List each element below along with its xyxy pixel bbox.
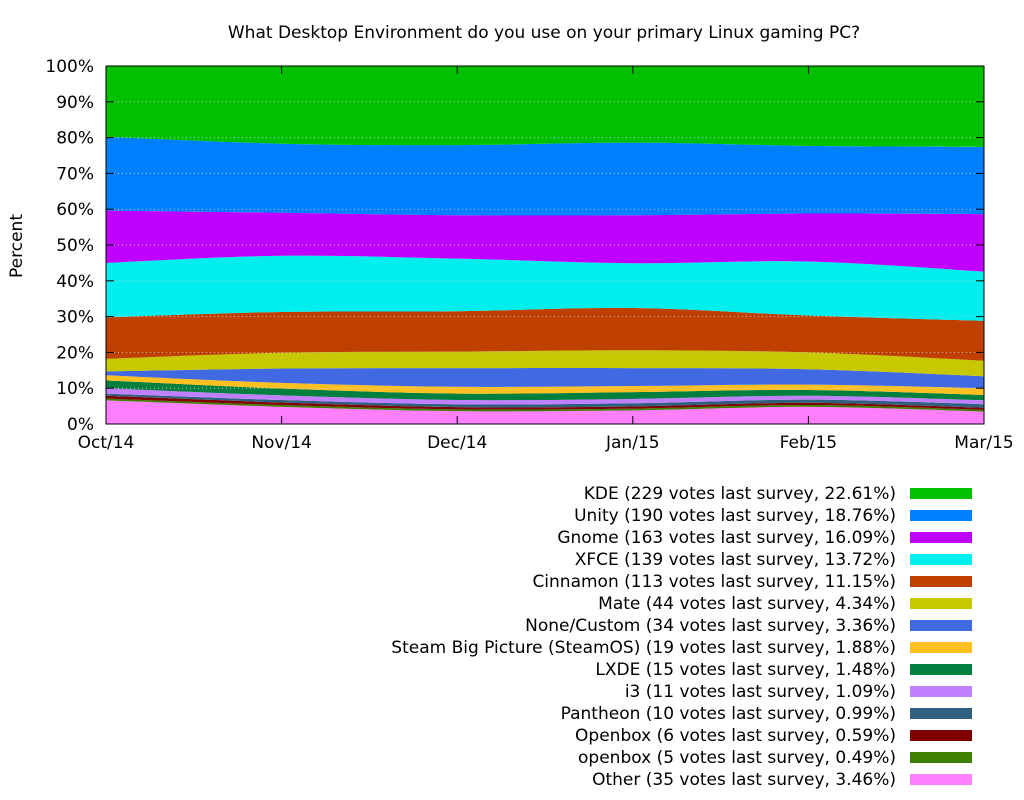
chart-title: What Desktop Environment do you use on y… (228, 23, 860, 43)
legend-label-openbox: Openbox (6 votes last survey, 0.59%) (575, 726, 896, 746)
y-tick-label: 10% (56, 379, 94, 399)
y-axis-label: Percent (7, 214, 27, 278)
area-other (106, 400, 984, 424)
legend-label-cinnamon: Cinnamon (113 votes last survey, 11.15%) (532, 572, 896, 592)
area-mate (106, 350, 984, 377)
x-axis: Oct/14 Nov/14 Dec/14 Jan/15 Feb/15 Mar/15 (78, 66, 1014, 453)
x-tick-label: Feb/15 (780, 433, 837, 453)
y-tick-label: 100% (45, 57, 94, 77)
legend-swatch-kde (910, 488, 972, 499)
legend-label-mate: Mate (44 votes last survey, 4.34%) (598, 594, 896, 614)
y-tick-label: 90% (56, 93, 94, 113)
area-layers (106, 66, 984, 424)
y-tick-label: 0% (67, 415, 94, 435)
x-tick-label: Nov/14 (251, 433, 312, 453)
legend-label-gnome: Gnome (163 votes last survey, 16.09%) (557, 528, 896, 548)
legend-swatch-steam-big-picture-steamos (910, 642, 972, 653)
legend-swatch-lxde (910, 664, 972, 675)
area-openbox (106, 398, 984, 412)
y-tick-label: 80% (56, 129, 94, 149)
area-kde (106, 66, 984, 147)
legend-label-pantheon: Pantheon (10 votes last survey, 0.99%) (561, 704, 896, 724)
legend-swatch-i3 (910, 686, 972, 697)
legend-swatch-openbox (910, 730, 972, 741)
legend-label-kde: KDE (229 votes last survey, 22.61%) (584, 484, 896, 504)
x-tick-label: Oct/14 (78, 433, 135, 453)
area-none-custom (106, 368, 984, 389)
x-tick-label: Mar/15 (954, 433, 1013, 453)
area-steam-big-picture-steamos (106, 375, 984, 395)
y-tick-label: 60% (56, 200, 94, 220)
legend-swatch-none-custom (910, 620, 972, 631)
legend-label-steam-big-picture-steamos: Steam Big Picture (SteamOS) (19 votes la… (391, 638, 896, 658)
legend-label-unity: Unity (190 votes last survey, 18.76%) (574, 506, 896, 526)
y-tick-label: 30% (56, 308, 94, 328)
legend-swatch-gnome (910, 532, 972, 543)
legend-label-xfce: XFCE (139 votes last survey, 13.72%) (575, 550, 896, 570)
x-tick-label: Dec/14 (427, 433, 487, 453)
x-tick-label: Jan/15 (605, 433, 660, 453)
legend-swatch-unity (910, 510, 972, 521)
y-tick-label: 50% (56, 236, 94, 256)
area-unity (106, 136, 984, 216)
legend-swatch-cinnamon (910, 576, 972, 587)
legend: KDE (229 votes last survey, 22.61%)Unity… (391, 484, 972, 790)
legend-swatch-pantheon (910, 708, 972, 719)
legend-label-other: Other (35 votes last survey, 3.46%) (592, 770, 896, 790)
y-tick-label: 20% (56, 343, 94, 363)
y-tick-label: 40% (56, 272, 94, 292)
area-openbox (106, 395, 984, 410)
area-cinnamon (106, 307, 984, 361)
legend-label-none-custom: None/Custom (34 votes last survey, 3.36%… (525, 616, 896, 636)
legend-label-openbox: openbox (5 votes last survey, 0.49%) (578, 748, 896, 768)
legend-swatch-openbox (910, 752, 972, 763)
area-gnome (106, 210, 984, 272)
legend-swatch-xfce (910, 554, 972, 565)
legend-label-lxde: LXDE (15 votes last survey, 1.48%) (595, 660, 896, 680)
legend-swatch-other (910, 774, 972, 785)
legend-swatch-mate (910, 598, 972, 609)
area-lxde (106, 380, 984, 401)
area-pantheon (106, 393, 984, 408)
area-xfce (106, 255, 984, 321)
y-tick-label: 70% (56, 164, 94, 184)
y-axis: 0% 10% 20% 30% 40% 50% 60% 70% 80% 90% 100% (45, 57, 984, 435)
legend-label-i3: i3 (11 votes last survey, 1.09%) (625, 682, 896, 702)
area-i3 (106, 388, 984, 405)
